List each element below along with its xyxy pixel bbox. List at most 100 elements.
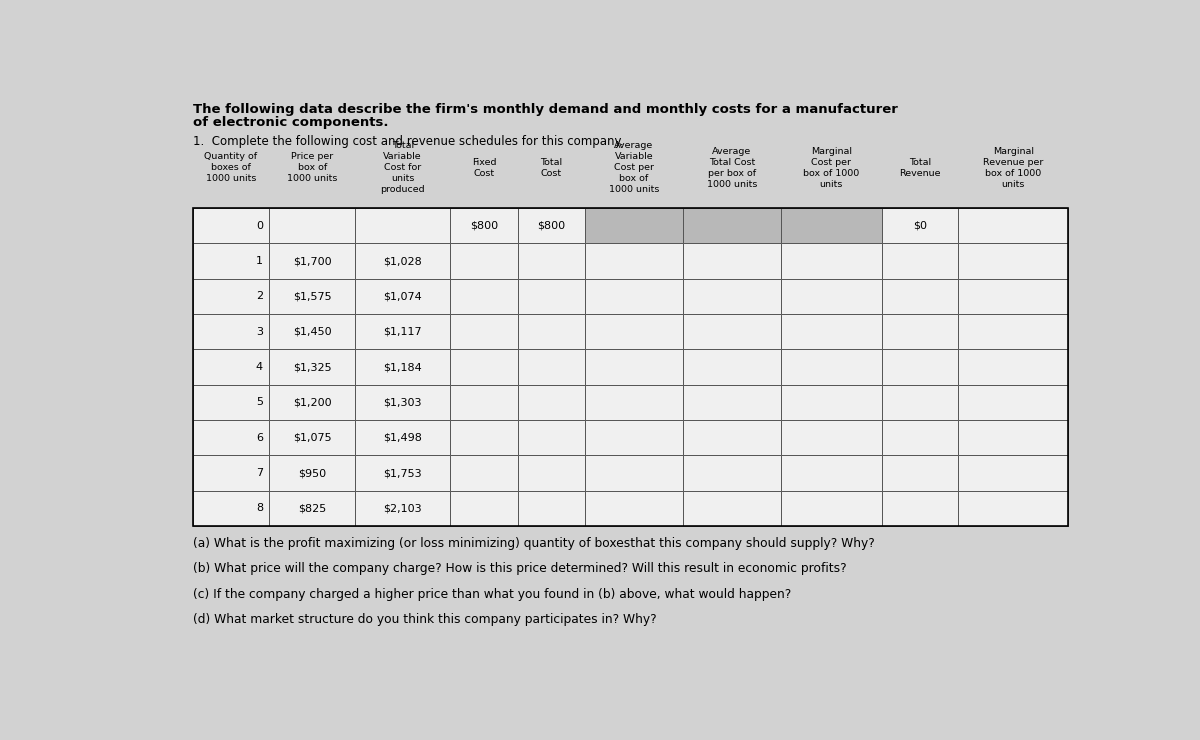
Text: Average
Total Cost
per box of
1000 units: Average Total Cost per box of 1000 units [707,147,757,189]
Text: 4: 4 [256,362,263,372]
Bar [683,349,781,385]
Bar [193,208,1068,526]
Bar [355,208,450,243]
Bar [269,208,355,243]
Bar [355,314,450,349]
Text: $2,103: $2,103 [383,503,422,514]
Bar [584,314,683,349]
Bar [959,456,1068,491]
Text: (d) What market structure do you think this company participates in? Why?: (d) What market structure do you think t… [193,613,656,626]
Text: $1,450: $1,450 [293,327,331,337]
Bar [269,491,355,526]
Bar [683,243,781,279]
Bar [517,349,584,385]
Bar [355,385,450,420]
Bar [517,243,584,279]
Bar [781,349,882,385]
Bar [882,420,959,456]
Text: $950: $950 [298,468,326,478]
Text: $1,075: $1,075 [293,433,331,443]
Bar [959,208,1068,243]
Bar [450,491,517,526]
Bar [269,314,355,349]
Bar [269,243,355,279]
Bar [781,279,882,314]
Bar [959,385,1068,420]
Bar [683,314,781,349]
Bar [450,208,517,243]
Text: 0: 0 [256,221,263,231]
Bar [450,243,517,279]
Bar [269,349,355,385]
Bar [450,385,517,420]
Text: $1,498: $1,498 [383,433,422,443]
Bar [269,420,355,456]
Bar [450,314,517,349]
Bar [355,349,450,385]
Text: 6: 6 [256,433,263,443]
Text: of electronic components.: of electronic components. [193,115,388,129]
Bar [882,491,959,526]
Bar [517,208,584,243]
Text: $1,303: $1,303 [384,397,422,408]
Text: 1: 1 [256,256,263,266]
Bar [683,456,781,491]
Bar [882,456,959,491]
Text: $0: $0 [913,221,926,231]
Bar [959,243,1068,279]
Bar [781,491,882,526]
Text: $1,753: $1,753 [383,468,422,478]
Bar [781,243,882,279]
Bar [959,491,1068,526]
Bar [450,420,517,456]
Bar [683,208,781,243]
Bar [355,491,450,526]
Bar [193,385,269,420]
Bar [882,208,959,243]
Bar [781,208,882,243]
Bar [584,456,683,491]
Bar [450,349,517,385]
Bar [959,314,1068,349]
Text: 7: 7 [256,468,263,478]
Text: 5: 5 [256,397,263,408]
Text: (a) What is the profit maximizing (or loss minimizing) quantity of boxesthat thi: (a) What is the profit maximizing (or lo… [193,537,875,550]
Text: $800: $800 [470,221,498,231]
Bar [882,385,959,420]
Text: $800: $800 [538,221,565,231]
Text: The following data describe the firm's monthly demand and monthly costs for a ma: The following data describe the firm's m… [193,103,898,115]
Text: Quantity of
boxes of
1000 units: Quantity of boxes of 1000 units [204,152,258,184]
Bar [882,349,959,385]
Bar [683,385,781,420]
Bar [450,456,517,491]
Text: 8: 8 [256,503,263,514]
Bar [517,279,584,314]
Bar [517,491,584,526]
Bar [882,314,959,349]
Bar [355,243,450,279]
Text: Total
Cost: Total Cost [540,158,563,178]
Bar [683,420,781,456]
Bar [959,420,1068,456]
Bar [959,349,1068,385]
Bar [781,385,882,420]
Bar [882,279,959,314]
Bar [781,456,882,491]
Text: Total
Revenue: Total Revenue [899,158,941,178]
Text: Price per
box of
1000 units: Price per box of 1000 units [287,152,337,184]
Text: Average
Variable
Cost per
box of
1000 units: Average Variable Cost per box of 1000 un… [608,141,659,195]
Text: $1,184: $1,184 [383,362,422,372]
Text: Fixed
Cost: Fixed Cost [472,158,496,178]
Bar [584,385,683,420]
Bar [584,279,683,314]
Bar [450,279,517,314]
Text: (c) If the company charged a higher price than what you found in (b) above, what: (c) If the company charged a higher pric… [193,588,791,601]
Text: $1,325: $1,325 [293,362,331,372]
Bar [683,491,781,526]
Bar [355,456,450,491]
Text: $1,575: $1,575 [293,292,331,301]
Text: 2: 2 [256,292,263,301]
Bar [355,420,450,456]
Text: $1,117: $1,117 [383,327,422,337]
Text: Marginal
Revenue per
box of 1000
units: Marginal Revenue per box of 1000 units [983,147,1044,189]
